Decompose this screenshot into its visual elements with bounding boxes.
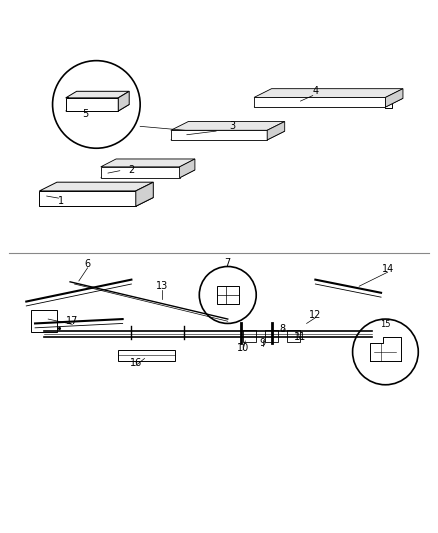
Text: 15: 15 bbox=[380, 320, 391, 329]
Polygon shape bbox=[66, 104, 129, 111]
Polygon shape bbox=[385, 88, 403, 107]
Polygon shape bbox=[39, 182, 153, 191]
Text: 9: 9 bbox=[260, 338, 266, 348]
Polygon shape bbox=[101, 170, 195, 178]
Polygon shape bbox=[66, 98, 118, 111]
Polygon shape bbox=[171, 131, 285, 140]
Text: 2: 2 bbox=[128, 165, 134, 175]
Text: 11: 11 bbox=[294, 332, 306, 342]
Polygon shape bbox=[254, 98, 403, 107]
Polygon shape bbox=[39, 198, 153, 206]
Polygon shape bbox=[66, 91, 129, 98]
Text: 16: 16 bbox=[130, 358, 142, 368]
Polygon shape bbox=[254, 88, 403, 98]
Text: 7: 7 bbox=[225, 259, 231, 269]
Polygon shape bbox=[267, 122, 285, 140]
Polygon shape bbox=[101, 159, 195, 167]
Text: 13: 13 bbox=[156, 281, 168, 291]
Polygon shape bbox=[171, 130, 267, 140]
Text: 8: 8 bbox=[279, 324, 286, 334]
Polygon shape bbox=[118, 91, 129, 111]
Text: 14: 14 bbox=[381, 264, 394, 273]
Text: 6: 6 bbox=[85, 260, 91, 269]
Text: 1: 1 bbox=[58, 196, 64, 206]
Text: 10: 10 bbox=[237, 343, 249, 352]
Polygon shape bbox=[180, 159, 195, 178]
Text: 3: 3 bbox=[229, 122, 235, 131]
Polygon shape bbox=[171, 122, 285, 130]
Polygon shape bbox=[136, 182, 153, 206]
Polygon shape bbox=[39, 191, 136, 206]
Text: 4: 4 bbox=[312, 86, 318, 96]
Polygon shape bbox=[254, 98, 385, 107]
Polygon shape bbox=[101, 167, 180, 178]
Text: 12: 12 bbox=[309, 310, 321, 320]
Text: 5: 5 bbox=[82, 109, 88, 119]
Text: 17: 17 bbox=[66, 316, 78, 326]
